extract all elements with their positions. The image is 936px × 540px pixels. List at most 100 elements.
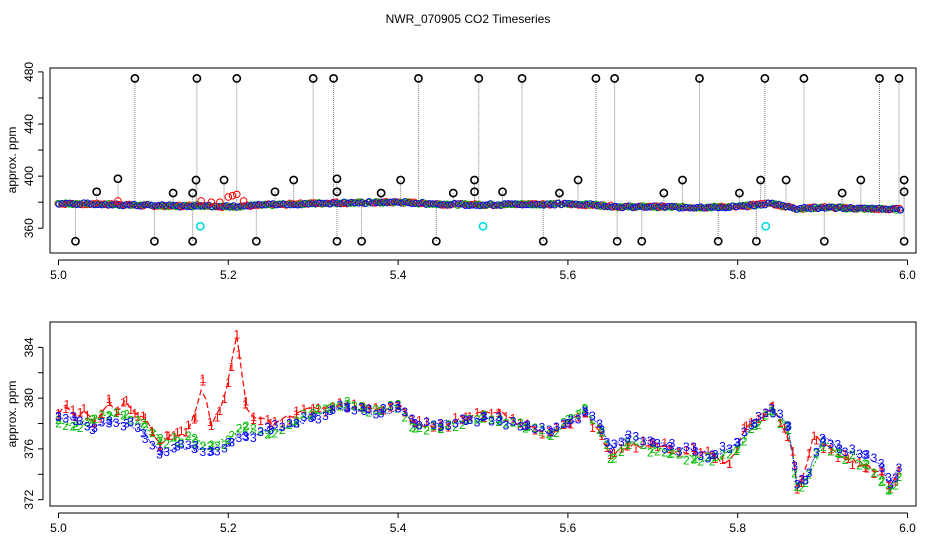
series-marker-1: 1: [871, 467, 878, 481]
series-marker-1: 1: [387, 401, 394, 415]
series-marker-1: 1: [784, 430, 791, 444]
baseline-point: [187, 203, 195, 211]
series-marker-3: 3: [315, 413, 322, 427]
x-axis-bottom: 5.0 5.2 5.4 5.6 5.8 6.0: [50, 512, 916, 535]
series-marker-1: 1: [380, 404, 387, 418]
series-marker-1: 1: [113, 406, 120, 420]
series-marker-1: 1: [106, 392, 113, 406]
timeseries-panel-bottom: approx. ppm 5.0 5.2 5.4 5.6 5.8 6.0 372 376 380…: [5, 321, 917, 535]
outlier-point: [92, 187, 102, 197]
series-marker-2: 2: [539, 423, 546, 437]
series-marker-3: 3: [734, 436, 741, 450]
series-marker-3: 3: [568, 413, 575, 427]
baseline-point: [144, 201, 152, 209]
series-marker-1: 1: [293, 404, 300, 418]
series-marker-1: 1: [142, 411, 149, 425]
series-marker-3: 3: [835, 438, 842, 452]
series-marker-2: 2: [142, 419, 149, 433]
series-marker-3: 3: [488, 414, 495, 428]
series-marker-1: 1: [791, 459, 798, 473]
series-marker-2: 2: [358, 400, 365, 414]
series-marker-2: 2: [329, 400, 336, 414]
series-marker-3: 3: [892, 471, 899, 485]
series-marker-1: 1: [409, 412, 416, 426]
plot-frame-bottom: [49, 321, 917, 507]
series-marker-2: 2: [692, 452, 699, 466]
series-marker-2: 2: [89, 413, 96, 427]
series-marker-1: 1: [719, 453, 726, 467]
series-marker-1: 1: [132, 406, 139, 420]
series-marker-2: 2: [751, 419, 758, 433]
series-marker-2: 2: [726, 447, 733, 461]
series-marker-2: 2: [697, 455, 704, 469]
series-marker-1: 1: [781, 422, 788, 436]
series-marker-2: 2: [517, 416, 524, 430]
series-marker-1: 1: [236, 348, 243, 362]
series-marker-2: 2: [495, 415, 502, 429]
series-marker-2: 2: [582, 402, 589, 416]
series-marker-3: 3: [497, 414, 504, 428]
series-marker-1: 1: [157, 439, 164, 453]
outlier-point: [591, 74, 601, 83]
series-marker-2: 2: [604, 438, 611, 452]
series-marker-1: 1: [806, 446, 813, 460]
series-marker-3: 3: [264, 421, 271, 435]
series-marker-3: 3: [719, 440, 726, 454]
series-marker-3: 3: [394, 399, 401, 413]
series-marker-1: 1: [892, 475, 899, 489]
outlier-point: [498, 187, 507, 197]
outlier-point: [396, 175, 406, 185]
outlier-point: [735, 188, 744, 198]
series-marker-3: 3: [871, 451, 878, 465]
series-marker-3: 3: [480, 410, 487, 424]
outlier-point: [899, 175, 909, 185]
series-marker-3: 3: [599, 423, 606, 437]
series-marker-3: 3: [157, 444, 164, 458]
outlier-point: [875, 74, 884, 83]
series-marker-2: 2: [892, 478, 899, 492]
series-marker-2: 2: [856, 458, 863, 472]
series-marker-2: 2: [185, 429, 192, 443]
series-marker-1: 1: [887, 483, 894, 497]
series-marker-3: 3: [683, 440, 690, 454]
series-marker-2: 2: [466, 413, 473, 427]
series-marker-2: 2: [611, 451, 618, 465]
series-marker-1: 1: [575, 410, 582, 424]
series-marker-1: 1: [709, 448, 716, 462]
series-marker-2: 2: [647, 445, 654, 459]
series-marker-1: 1: [798, 473, 805, 487]
series-marker-3: 3: [77, 414, 84, 428]
series-marker-1: 1: [560, 418, 567, 432]
series-marker-1: 1: [445, 420, 452, 434]
series-marker-3: 3: [163, 445, 170, 459]
series-marker-3: 3: [55, 409, 62, 423]
series-marker-1: 1: [842, 448, 849, 462]
series-marker-2: 2: [820, 440, 827, 454]
outlier-point: [899, 236, 909, 246]
outlier-point: [357, 236, 366, 246]
series-marker-3: 3: [649, 436, 656, 450]
series-marker-1: 1: [361, 400, 368, 414]
series-marker-2: 2: [140, 417, 147, 431]
series-marker-2: 2: [709, 455, 716, 469]
series-marker-3: 3: [624, 432, 631, 446]
series-marker-1: 1: [310, 401, 317, 415]
series-marker-2: 2: [565, 413, 572, 427]
series-marker-1: 1: [430, 421, 437, 435]
series-marker-2: 2: [480, 411, 487, 425]
series-marker-1: 1: [697, 446, 704, 460]
series-marker-1: 1: [286, 413, 293, 427]
outlier-point: [308, 74, 318, 83]
series-marker-2: 2: [91, 412, 98, 426]
series-marker-2: 2: [123, 408, 130, 422]
x-tick-label-top: 5.4: [390, 268, 407, 282]
series-marker-1: 1: [423, 415, 430, 429]
series-marker-1: 1: [582, 406, 589, 420]
series-marker-2: 2: [62, 419, 69, 433]
series-marker-3: 3: [459, 412, 466, 426]
series-marker-1: 1: [777, 416, 784, 430]
series-marker-2: 2: [225, 433, 232, 447]
series-marker-2: 2: [163, 437, 170, 451]
series-marker-2: 2: [365, 406, 372, 420]
